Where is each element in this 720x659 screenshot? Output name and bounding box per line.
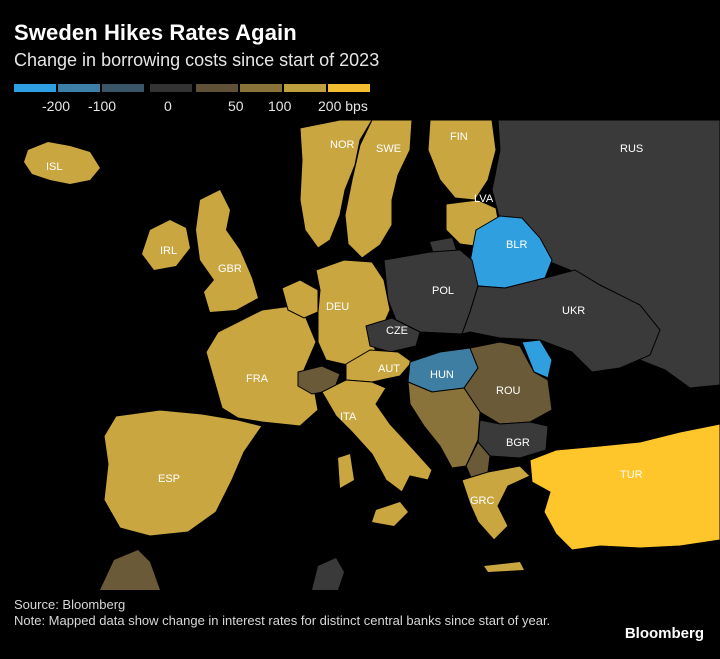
country-label-ukr: UKR (562, 305, 585, 317)
country-ukr (461, 269, 661, 373)
legend-label: 50 (228, 98, 244, 114)
country-irl (142, 220, 190, 270)
legend-label: 0 (164, 98, 172, 114)
country-label-isl: ISL (46, 161, 63, 173)
country-label-cze: CZE (386, 325, 408, 337)
country-label-deu: DEU (326, 301, 349, 313)
country-rou (463, 341, 553, 425)
country-label-fin: FIN (450, 131, 468, 143)
legend-label: 100 (268, 98, 292, 114)
country-tur (529, 423, 720, 551)
legend-swatch-6 (240, 84, 282, 92)
country-label-nor: NOR (330, 139, 355, 151)
legend-swatch-2 (58, 84, 100, 92)
legend-swatch-3 (102, 84, 144, 92)
europe-map: ISL NOR SWE FIN RUS LVA BLR IRL GBR DEU … (0, 120, 720, 590)
country-label-pol: POL (432, 285, 454, 297)
country-label-rou: ROU (496, 385, 521, 397)
legend-label: 200 bps (318, 98, 368, 114)
legend-swatch-4 (150, 84, 192, 92)
bloomberg-logo: Bloomberg (624, 625, 704, 642)
legend-label: -200 (42, 98, 71, 114)
color-legend: -200 -100 0 50 100 200 bps (14, 84, 374, 120)
country-swe (344, 120, 413, 259)
legend-label: -100 (88, 98, 117, 114)
country-label-gbr: GBR (218, 263, 242, 275)
country-label-ita: ITA (340, 411, 357, 423)
country-tun (312, 558, 344, 590)
country-mar (100, 550, 160, 590)
country-grc-crete (484, 562, 524, 572)
legend-swatch-5 (196, 84, 238, 92)
country-label-lva: LVA (474, 193, 494, 205)
legend-swatch-8 (328, 84, 370, 92)
country-ita (321, 379, 433, 493)
country-gbr (196, 190, 258, 312)
chart-subtitle: Change in borrowing costs since start of… (14, 50, 380, 70)
country-cze (365, 317, 421, 353)
country-mda (521, 339, 553, 379)
country-label-bgr: BGR (506, 437, 530, 449)
chart-title: Sweden Hikes Rates Again (14, 20, 297, 45)
country-label-rus: RUS (620, 143, 643, 155)
legend-swatch-1 (14, 84, 56, 92)
country-grc (461, 465, 531, 541)
country-label-grc: GRC (470, 495, 495, 507)
country-label-hun: HUN (430, 369, 454, 381)
country-label-blr: BLR (506, 239, 527, 251)
country-label-fra: FRA (246, 373, 269, 385)
country-label-tur: TUR (620, 469, 643, 481)
country-label-swe: SWE (376, 143, 401, 155)
country-rus-kaliningrad (430, 238, 456, 254)
country-label-irl: IRL (160, 245, 177, 257)
legend-swatch-7 (284, 84, 326, 92)
data-note: Note: Mapped data show change in interes… (14, 613, 551, 628)
country-esp (103, 409, 263, 537)
country-label-aut: AUT (378, 363, 400, 375)
country-ita-sardinia (338, 454, 354, 488)
country-label-esp: ESP (158, 473, 180, 485)
country-ita-sicily (372, 502, 408, 526)
source-note: Source: Bloomberg (14, 597, 126, 612)
country-nor (299, 120, 373, 249)
country-isl (24, 142, 100, 184)
